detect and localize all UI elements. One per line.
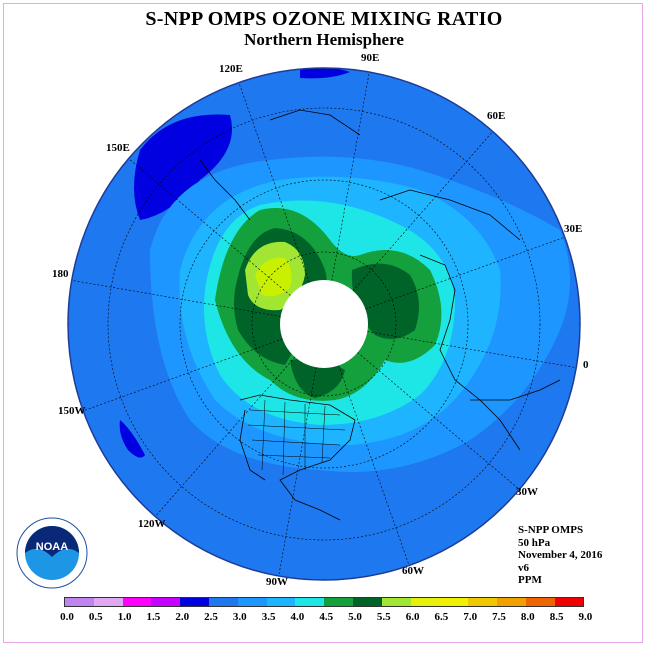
lon-label-90w: 90W bbox=[266, 576, 288, 588]
ozone-max-inner bbox=[255, 257, 292, 297]
lon-label-0: 0 bbox=[583, 359, 589, 371]
color-bar-swatch-0 bbox=[65, 598, 94, 606]
color-bar-tick-label: 6.0 bbox=[405, 611, 420, 623]
color-bar-swatch-7 bbox=[266, 598, 296, 606]
color-bar-swatch-9 bbox=[324, 598, 353, 606]
color-bar-tick-label: 4.5 bbox=[319, 611, 334, 623]
lon-label-150e: 150E bbox=[106, 142, 130, 154]
color-bar bbox=[64, 597, 585, 607]
info-units: PPM bbox=[518, 574, 542, 586]
color-bar-tick-label: 9.0 bbox=[578, 611, 593, 623]
ozone-core-south bbox=[290, 358, 345, 398]
ozone-patch-low-pacific bbox=[134, 114, 232, 220]
lon-label-150w: 150W bbox=[58, 405, 86, 417]
color-bar-swatch-3 bbox=[151, 598, 181, 606]
color-bar-tick-label: 8.0 bbox=[520, 611, 535, 623]
noaa-logo: NOAA bbox=[16, 517, 88, 589]
color-bar-swatch-15 bbox=[496, 598, 526, 606]
color-bar-tick-label: 1.0 bbox=[117, 611, 132, 623]
color-bar-swatch-1 bbox=[93, 598, 123, 606]
color-bar-swatch-12 bbox=[410, 598, 440, 606]
color-bar-swatch-16 bbox=[525, 598, 555, 606]
color-bar-swatch-11 bbox=[381, 598, 411, 606]
map-boundary bbox=[67, 67, 581, 581]
color-bar-swatch-13 bbox=[439, 598, 469, 606]
ozone-patch-low-top bbox=[300, 68, 350, 79]
lon-label-120e: 120E bbox=[219, 63, 243, 75]
lon-label-60w: 60W bbox=[402, 565, 424, 577]
color-bar-tick-label: 0.5 bbox=[88, 611, 103, 623]
color-bar-tick-label: 2.0 bbox=[175, 611, 190, 623]
ozone-patch-low-west bbox=[119, 420, 145, 458]
color-bar-swatch-2 bbox=[122, 598, 152, 606]
lon-label-90e: 90E bbox=[361, 52, 380, 64]
color-bar-swatch-10 bbox=[352, 598, 382, 606]
map-subtitle: Northern Hemisphere bbox=[244, 30, 404, 49]
info-instrument: S-NPP OMPS bbox=[518, 524, 584, 536]
color-bar-tick-label: 6.5 bbox=[434, 611, 449, 623]
state-borders bbox=[247, 399, 346, 476]
graticule bbox=[107, 107, 541, 541]
info-date: November 4, 2016 bbox=[518, 549, 603, 561]
color-bar-tick-label: 2.5 bbox=[204, 611, 218, 623]
color-bar-tick-label: 0.0 bbox=[60, 611, 74, 623]
color-bar-swatch-4 bbox=[180, 598, 209, 606]
ozone-core-east bbox=[351, 263, 419, 339]
color-bar-tick-label: 7.0 bbox=[463, 611, 478, 623]
color-bar-tick-label: 4.0 bbox=[290, 611, 305, 623]
color-bar-tick-label: 8.5 bbox=[549, 611, 564, 623]
color-bar-swatch-8 bbox=[295, 598, 325, 606]
info-version: v6 bbox=[518, 561, 529, 574]
color-bar-swatch-6 bbox=[237, 598, 267, 606]
polar-data-gap bbox=[280, 280, 368, 368]
info-block: S-NPP OMPS 50 hPa November 4, 2016 v6 PP… bbox=[518, 524, 602, 587]
lon-label-30e: 30E bbox=[564, 223, 583, 235]
color-bar-swatch-5 bbox=[208, 598, 238, 606]
color-bar-tick-label: 3.0 bbox=[232, 611, 247, 623]
noaa-logo-text: NOAA bbox=[36, 541, 68, 553]
map-frame bbox=[3, 3, 643, 643]
lon-label-60e: 60E bbox=[487, 110, 506, 122]
color-bar-tick-label: 3.5 bbox=[261, 611, 276, 623]
meridians bbox=[69, 68, 579, 580]
info-level: 50 hPa bbox=[518, 536, 551, 549]
color-bar-tick-label: 7.5 bbox=[492, 611, 506, 623]
color-bar-swatch-17 bbox=[554, 598, 584, 606]
map-title: S-NPP OMPS OZONE MIXING RATIO bbox=[145, 8, 503, 30]
color-bar-swatch-14 bbox=[468, 598, 497, 606]
color-bar-tick-label: 5.0 bbox=[348, 611, 362, 623]
lon-label-30w: 30W bbox=[516, 486, 538, 498]
coastlines bbox=[199, 109, 561, 521]
lon-label-120w: 120W bbox=[138, 518, 166, 530]
color-bar-tick-label: 1.5 bbox=[146, 611, 161, 623]
lon-label-180: 180 bbox=[52, 268, 69, 280]
color-bar-tick-label: 5.5 bbox=[376, 611, 391, 623]
